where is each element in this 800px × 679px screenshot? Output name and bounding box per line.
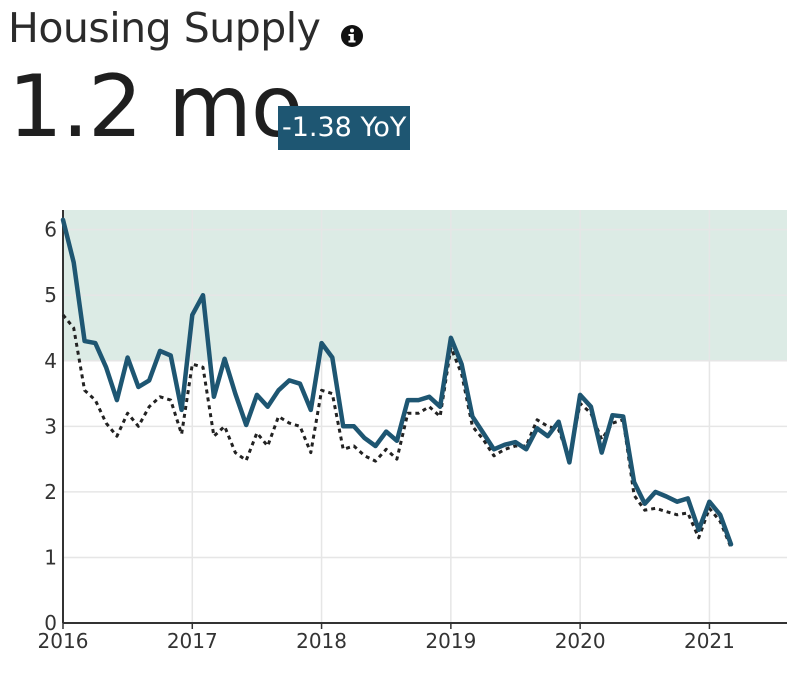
target-range-band: [63, 210, 787, 361]
y-tick-label: 2: [44, 480, 57, 504]
y-tick-label: 5: [44, 283, 57, 307]
x-tick-label: 2021: [684, 629, 735, 653]
x-tick-label: 2019: [425, 629, 476, 653]
yoy-change-badge: -1.38 YoY: [278, 106, 411, 150]
x-tick-label: 2020: [555, 629, 606, 653]
line-chart: 0 1 2 3 4 5 6 2016 2017 2018 2019 2020 2021: [38, 210, 787, 653]
y-tick-label: 1: [44, 545, 57, 569]
y-tick-label: 4: [44, 349, 57, 373]
y-tick-label: 6: [44, 218, 57, 242]
x-tick-label: 2018: [296, 629, 347, 653]
info-circle-icon[interactable]: [340, 24, 364, 48]
current-value: 1.2 mo: [8, 57, 303, 157]
series-line-current: [60, 217, 734, 547]
y-tick-label: 0: [44, 611, 57, 635]
series-line-previous: [61, 313, 733, 549]
x-tick-label: 2016: [38, 629, 89, 653]
chart-title: Housing Supply: [8, 4, 321, 52]
y-tick-label: 3: [44, 414, 57, 438]
x-tick-label: 2017: [167, 629, 218, 653]
